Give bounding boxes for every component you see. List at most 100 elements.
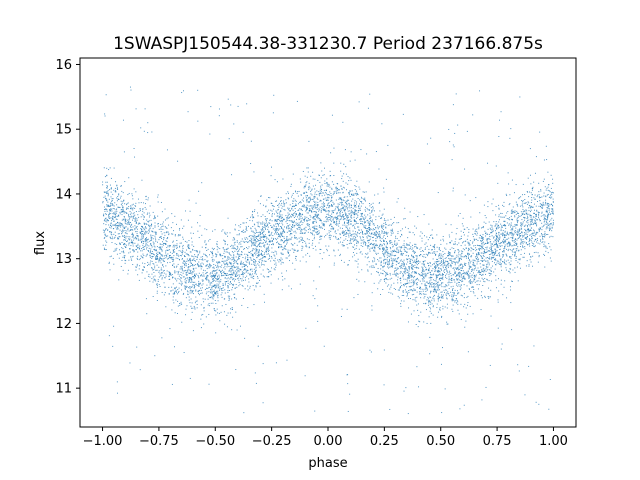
data-point [280,260,282,262]
data-point [389,241,391,243]
data-point [455,271,457,273]
data-point [452,296,454,298]
data-point [258,231,260,233]
data-point [191,241,193,243]
data-point [258,249,260,251]
data-point [414,275,416,277]
data-point [465,320,467,322]
data-point [472,268,474,270]
data-point [380,272,382,274]
data-point [321,258,323,260]
data-point [217,267,219,269]
data-point [417,260,419,262]
data-point [254,259,256,261]
data-point [340,199,342,201]
data-point [258,259,260,261]
data-point [397,231,399,233]
data-point [373,250,375,252]
data-point [330,201,332,203]
data-point [145,298,147,300]
data-point [254,227,256,229]
data-point [338,215,340,217]
data-point [424,247,426,249]
data-point [537,219,539,221]
data-point [123,151,125,153]
data-point [285,215,287,217]
data-point [395,244,397,246]
data-point [299,208,301,210]
data-point [535,214,537,216]
data-point [158,266,160,268]
data-point [331,225,333,227]
data-point [484,277,486,279]
data-point [505,269,507,271]
data-point [424,284,426,286]
data-point [233,278,235,280]
data-point [319,239,321,241]
data-point [429,234,431,236]
data-point [501,226,503,228]
data-point [276,233,278,235]
data-point [215,287,217,289]
data-point [449,258,451,260]
data-point [172,264,174,266]
data-point [184,255,186,257]
data-point [320,235,322,237]
data-point [201,275,203,277]
data-point [339,192,341,194]
data-point [484,252,486,254]
data-point [124,227,126,229]
data-point [481,291,483,293]
data-point [206,250,208,251]
data-point [386,285,388,287]
data-point [543,233,545,235]
data-point [448,263,450,265]
data-point [322,174,324,176]
data-point [477,288,479,290]
data-point [358,271,360,273]
data-point [429,300,431,302]
data-point [427,304,429,306]
data-point [156,264,158,266]
data-point [382,266,384,267]
data-point [458,292,460,294]
data-point [104,220,106,222]
data-point [172,246,174,248]
data-point [464,228,466,230]
data-point [209,273,211,275]
data-point [194,260,196,262]
data-point [530,192,532,194]
data-point [517,233,519,235]
data-point [273,224,275,226]
data-point [486,251,488,253]
data-point [422,261,424,263]
data-point [405,267,407,269]
data-point [358,248,360,250]
data-point [313,211,315,213]
data-point [120,265,122,267]
data-point [525,242,527,244]
data-point [253,248,255,250]
data-point [508,270,510,272]
data-point [287,240,289,242]
data-point [301,229,303,231]
data-point [537,217,539,219]
data-point [456,267,458,269]
data-point [467,274,469,276]
data-point [550,174,552,176]
data-point [255,285,257,287]
data-point [355,186,357,188]
data-point [418,263,420,264]
data-point [340,219,342,221]
data-point [343,207,345,209]
data-point [363,199,365,201]
data-point [454,300,456,302]
data-point [172,289,174,291]
data-point [278,225,280,227]
data-point [511,329,513,331]
data-point [260,238,262,240]
data-point [354,248,356,250]
data-point [509,232,511,234]
data-point [299,283,301,285]
data-point [513,210,515,212]
